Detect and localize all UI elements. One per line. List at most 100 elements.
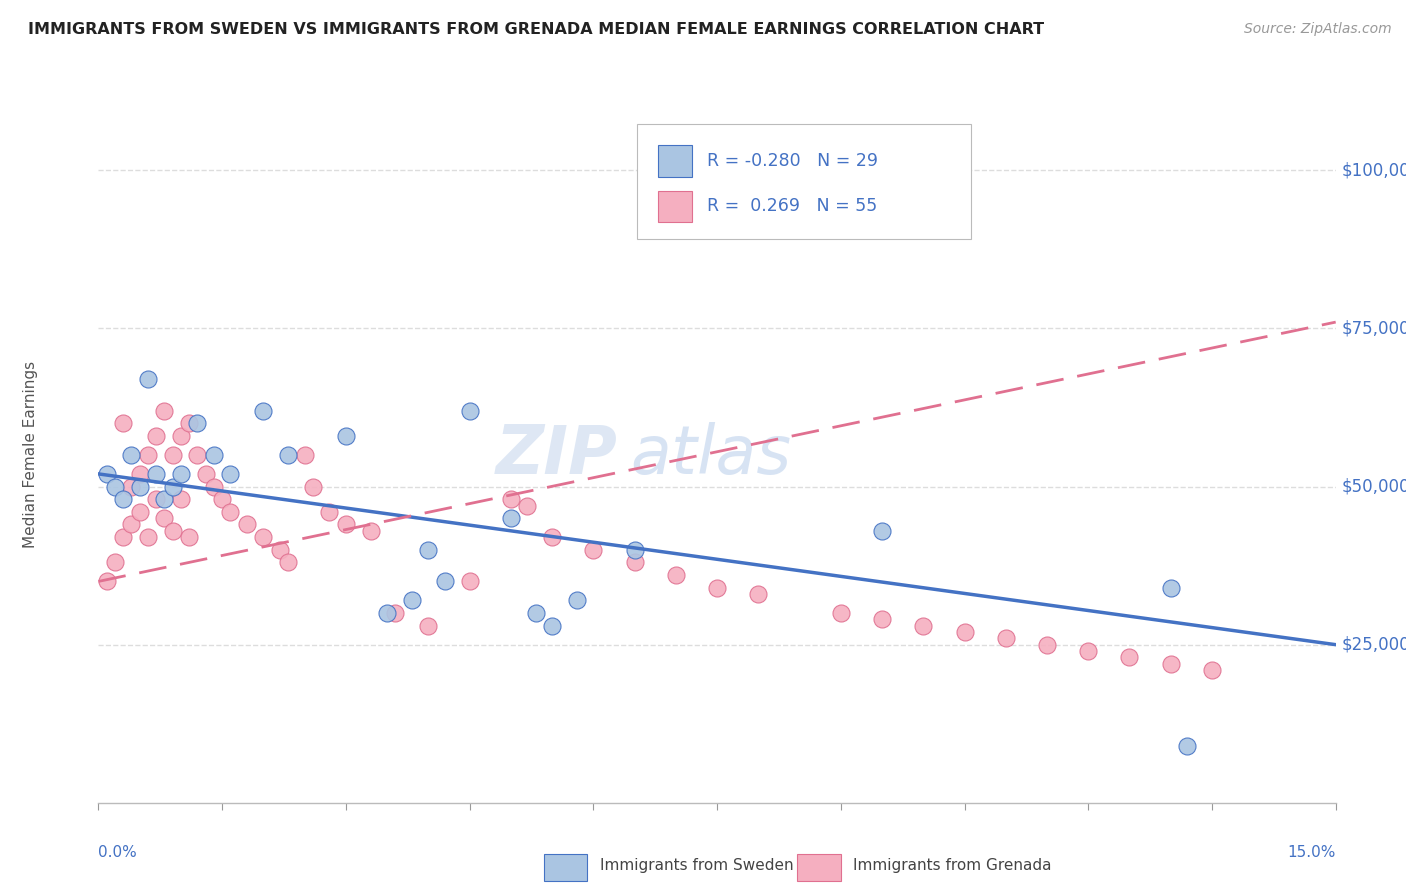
Bar [797, 855, 841, 880]
Point [153, 511, 176, 525]
Point [318, 505, 340, 519]
Point [179, 530, 201, 544]
Point [252, 530, 274, 544]
Point [136, 372, 159, 386]
Point [1175, 739, 1198, 753]
Bar [658, 191, 692, 222]
Point [665, 568, 688, 582]
Point [96, 467, 118, 481]
Point [499, 492, 522, 507]
Bar [658, 145, 692, 177]
Point [120, 479, 142, 493]
Point [541, 618, 564, 632]
Point [418, 618, 440, 632]
Point [706, 581, 728, 595]
Point [179, 417, 201, 431]
Point [384, 606, 406, 620]
Point [120, 448, 142, 462]
Point [219, 505, 242, 519]
Point [1118, 650, 1140, 665]
Point [277, 556, 299, 570]
Point [186, 417, 208, 431]
Point [136, 448, 159, 462]
Point [1036, 638, 1059, 652]
Text: Source: ZipAtlas.com: Source: ZipAtlas.com [1244, 22, 1392, 37]
Text: IMMIGRANTS FROM SWEDEN VS IMMIGRANTS FROM GRENADA MEDIAN FEMALE EARNINGS CORRELA: IMMIGRANTS FROM SWEDEN VS IMMIGRANTS FRO… [28, 22, 1045, 37]
Point [186, 448, 208, 462]
Bar [544, 855, 588, 880]
Point [870, 524, 893, 538]
Point [96, 574, 118, 589]
Point [335, 517, 357, 532]
Text: Immigrants from Grenada: Immigrants from Grenada [853, 858, 1052, 873]
Text: $50,000: $50,000 [1341, 477, 1406, 496]
Text: 15.0%: 15.0% [1288, 845, 1336, 860]
Point [104, 479, 127, 493]
Point [236, 517, 259, 532]
Point [747, 587, 769, 601]
Text: R = -0.280   N = 29: R = -0.280 N = 29 [707, 152, 879, 169]
Point [418, 542, 440, 557]
Point [162, 524, 184, 538]
Point [170, 429, 193, 443]
Point [202, 479, 225, 493]
Point [1160, 657, 1182, 671]
Point [136, 530, 159, 544]
Point [211, 492, 233, 507]
Point [1077, 644, 1099, 658]
Point [145, 429, 167, 443]
Point [162, 448, 184, 462]
Point [335, 429, 357, 443]
Point [112, 530, 135, 544]
Point [830, 606, 852, 620]
Point [104, 556, 127, 570]
Point [458, 574, 481, 589]
Point [145, 467, 167, 481]
Point [499, 511, 522, 525]
Point [128, 505, 150, 519]
Point [252, 403, 274, 417]
Text: atlas: atlas [630, 422, 792, 488]
Point [128, 467, 150, 481]
Point [623, 542, 645, 557]
Point [1160, 581, 1182, 595]
Point [277, 448, 299, 462]
Point [170, 467, 193, 481]
Point [194, 467, 217, 481]
Text: R =  0.269   N = 55: R = 0.269 N = 55 [707, 197, 877, 215]
Point [912, 618, 935, 632]
Point [360, 524, 382, 538]
Text: Immigrants from Sweden: Immigrants from Sweden [599, 858, 793, 873]
Point [162, 479, 184, 493]
Point [524, 606, 547, 620]
Point [170, 492, 193, 507]
Point [294, 448, 316, 462]
Text: Median Female Earnings: Median Female Earnings [22, 361, 38, 549]
Point [401, 593, 423, 607]
Text: $25,000: $25,000 [1341, 636, 1406, 654]
Text: 0.0%: 0.0% [98, 845, 138, 860]
Point [565, 593, 588, 607]
Text: ZIP: ZIP [496, 422, 619, 488]
Point [375, 606, 398, 620]
Point [112, 492, 135, 507]
Point [433, 574, 456, 589]
Point [458, 403, 481, 417]
Point [302, 479, 325, 493]
Point [623, 556, 645, 570]
Point [120, 517, 142, 532]
Point [870, 612, 893, 626]
Text: $75,000: $75,000 [1341, 319, 1406, 337]
Point [953, 625, 976, 640]
Point [153, 403, 176, 417]
Point [112, 417, 135, 431]
Point [153, 492, 176, 507]
Point [541, 530, 564, 544]
FancyBboxPatch shape [637, 124, 970, 239]
Point [145, 492, 167, 507]
Point [269, 542, 291, 557]
Point [994, 632, 1017, 646]
Point [219, 467, 242, 481]
Point [1201, 663, 1223, 677]
Point [128, 479, 150, 493]
